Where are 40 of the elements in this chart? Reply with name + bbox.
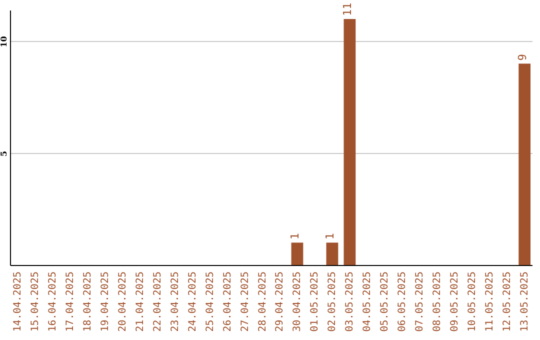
- x-tick-label: 21.04.2025: [134, 272, 146, 332]
- x-tick-label: 05.05.2025: [380, 272, 391, 332]
- x-tick-label: 28.04.2025: [257, 272, 268, 332]
- bar: [344, 18, 356, 265]
- x-tick-label: 07.05.2025: [414, 272, 426, 332]
- x-tick-label: 20.04.2025: [117, 272, 128, 332]
- x-tick-label: 23.04.2025: [170, 272, 181, 332]
- data-label: 11: [341, 2, 354, 16]
- x-tick-label: 11.05.2025: [484, 272, 496, 332]
- x-tick-label: 09.05.2025: [450, 272, 461, 332]
- x-tick-label: 14.04.2025: [12, 272, 24, 332]
- x-tick-label: 15.04.2025: [30, 272, 41, 332]
- x-tick-label: 01.05.2025: [310, 272, 321, 332]
- x-tick-label: 04.05.2025: [362, 272, 374, 332]
- y-tick-label: 5: [0, 150, 8, 156]
- x-tick-label: 22.04.2025: [152, 272, 164, 332]
- x-tick-label: 25.04.2025: [204, 272, 216, 332]
- x-tick-label: 30.04.2025: [292, 272, 304, 332]
- x-tick-label: 03.05.2025: [344, 272, 356, 332]
- x-tick-label: 13.05.2025: [520, 272, 531, 332]
- x-tick-label: 02.05.2025: [327, 272, 338, 332]
- x-tick-label: 19.04.2025: [100, 272, 111, 332]
- x-tick-label: 10.05.2025: [467, 272, 478, 332]
- x-tick-label: 27.04.2025: [240, 272, 251, 332]
- x-tick-label: 18.04.2025: [82, 272, 94, 332]
- y-tick-label: 10: [0, 36, 8, 48]
- bar: [518, 64, 531, 265]
- x-tick-label: 06.05.2025: [397, 272, 408, 332]
- x-tick-label: 17.04.2025: [64, 272, 76, 332]
- x-tick-label: 26.04.2025: [222, 272, 234, 332]
- x-tick-label: 16.04.2025: [47, 272, 58, 332]
- x-tick-label: 29.04.2025: [274, 272, 286, 332]
- x-tick-label: 08.05.2025: [432, 272, 444, 332]
- data-label: 1: [288, 233, 302, 240]
- data-label: 1: [324, 233, 337, 240]
- bar: [291, 242, 304, 265]
- x-tick-label: 24.04.2025: [187, 272, 198, 332]
- x-tick-label: 12.05.2025: [502, 272, 514, 332]
- data-label: 9: [516, 54, 530, 61]
- bar: [326, 242, 338, 265]
